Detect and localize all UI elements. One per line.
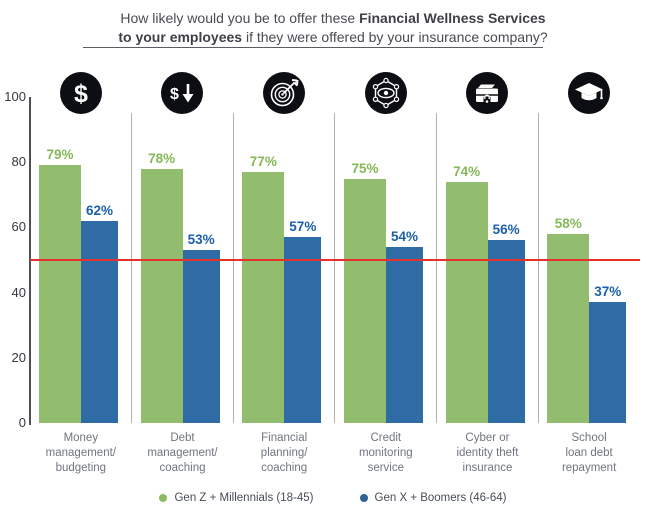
value-label-genz: 58% [554, 215, 582, 231]
chart-title: How likely would you be to offer these F… [0, 9, 666, 47]
y-tick-label: 80 [11, 154, 26, 170]
value-label-genz: 74% [453, 163, 481, 179]
column-separator [537, 113, 539, 423]
bar-genz [343, 178, 386, 423]
legend-item-genz: Gen Z + Millennials (18-45) [159, 492, 314, 504]
legend-item-genx: Gen X + Boomers (46-64) [359, 492, 507, 504]
category-label: School loan debt repayment [561, 432, 617, 474]
value-label-genx: 57% [289, 219, 317, 235]
bar-genx [182, 250, 220, 423]
bar-genx [81, 220, 118, 423]
column-separator [436, 113, 438, 423]
y-tick-label: 20 [11, 349, 26, 365]
bar-genx [385, 246, 423, 423]
bar-group: 79% 62% [39, 147, 118, 423]
value-label-genx: 54% [390, 228, 418, 244]
category-label: Debt management/ coaching [147, 432, 218, 474]
category-label: Money management/ budgeting [45, 432, 116, 474]
value-label-genx: 53% [187, 232, 215, 248]
legend-label-genz: Gen Z + Millennials (18-45) [174, 492, 314, 504]
dollar-down-icon: $ [161, 72, 204, 114]
title-bold-2: to your employees [118, 29, 243, 45]
column-identity-theft: 74% 56% [436, 72, 539, 423]
column-financial-planning: 77% 57% [232, 72, 335, 423]
category-label: Financial planning/ coaching [260, 432, 308, 474]
legend: Gen Z + Millennials (18-45) Gen X + Boom… [0, 492, 666, 504]
y-tick-label: 0 [18, 415, 26, 430]
title-bold-1: Financial Wellness Services [359, 10, 546, 26]
bar-genz [39, 165, 81, 423]
bar-group: 75% 54% [343, 160, 423, 423]
value-label-genz: 79% [46, 147, 74, 163]
legend-dot-genx [359, 494, 368, 502]
value-label-genx: 62% [85, 202, 114, 218]
y-tick-label: 40 [11, 284, 26, 300]
reference-line [30, 259, 640, 261]
y-axis-line [29, 97, 31, 425]
bar-genz [140, 168, 183, 423]
bar-genx [284, 237, 322, 423]
title-divider [83, 47, 543, 48]
bar-genz [445, 181, 488, 423]
value-label-genz: 75% [351, 160, 379, 176]
column-school-loan: 58% 37% [537, 72, 640, 423]
column-debt-management: $ 78% 53% [131, 72, 234, 423]
plot-area: $ 79% 62% $ 78% 53% [30, 72, 640, 423]
bar-group: 77% 57% [242, 153, 322, 423]
bar-genz [547, 233, 590, 423]
column-separator [232, 113, 234, 423]
graduation-cap-icon [568, 72, 611, 114]
svg-text:$: $ [74, 80, 88, 108]
category-label: Cyber or identity theft insurance [456, 432, 519, 474]
title-text-2: if they were offered by your insurance c… [242, 29, 548, 45]
column-money-management: $ 79% 62% [30, 72, 132, 423]
y-tick-label: 100 [4, 89, 26, 104]
bar-genz [242, 171, 285, 423]
svg-text:$: $ [170, 86, 179, 103]
bar-genx [589, 302, 627, 423]
dollar-icon: $ [59, 72, 102, 114]
briefcase-lock-icon [466, 72, 509, 114]
value-label-genz: 77% [249, 153, 277, 169]
value-label-genz: 78% [148, 150, 176, 166]
network-eye-icon [364, 72, 407, 114]
column-separator [334, 113, 336, 423]
bar-group: 74% 56% [445, 163, 525, 423]
y-tick-label: 60 [11, 219, 26, 235]
column-separator [131, 113, 133, 423]
bar-group: 58% 37% [547, 215, 627, 423]
legend-dot-genz [159, 494, 168, 502]
bar-group: 78% 53% [140, 150, 220, 423]
column-credit-monitoring: 75% 54% [334, 72, 437, 423]
value-label-genx: 56% [492, 222, 520, 238]
title-text: How likely would you be to offer these [120, 10, 360, 26]
category-label: Credit monitoring service [358, 432, 413, 474]
value-label-genx: 37% [594, 284, 622, 300]
category-labels: Money management/ budgeting Debt managem… [30, 431, 640, 476]
target-dart-icon [263, 72, 306, 114]
bar-genx [487, 240, 525, 423]
legend-label-genx: Gen X + Boomers (46-64) [374, 492, 507, 504]
